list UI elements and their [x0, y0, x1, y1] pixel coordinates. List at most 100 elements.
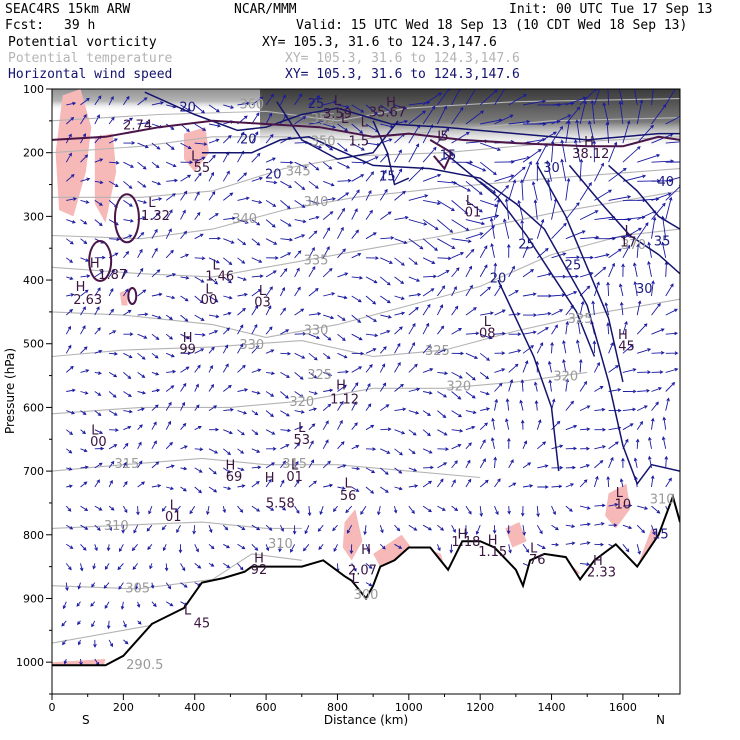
wind-vector: [594, 445, 607, 450]
wind-vector: [333, 544, 338, 553]
wind-vector: [265, 410, 274, 418]
wind-vector: [123, 409, 133, 414]
wind-vector: [66, 257, 74, 263]
wind-vector: [394, 168, 403, 182]
wind-vector: [137, 161, 147, 170]
isentrope-label: 310: [104, 519, 129, 534]
high-low-label: H: [76, 280, 86, 295]
wind-vector: [137, 312, 149, 317]
wind-vector: [106, 620, 111, 630]
wind-vector: [294, 161, 308, 169]
wind-vector: [66, 173, 75, 182]
wind-vector: [123, 481, 128, 488]
wind-vector: [365, 209, 373, 220]
wind-vector: [451, 410, 462, 418]
wind-vector: [251, 429, 259, 436]
high-low-label: 1.12: [330, 392, 359, 407]
wind-vector: [522, 345, 535, 354]
wind-vector: [80, 346, 88, 354]
wind-vector: [80, 177, 91, 182]
x-tick-label: 200: [113, 701, 134, 714]
wind-vector: [537, 272, 553, 278]
wind-vector: [537, 441, 547, 450]
wind-vector: [265, 326, 273, 335]
wind-vector: [550, 341, 554, 354]
wind-vector: [365, 189, 372, 201]
wind-vector: [437, 447, 450, 451]
wind-vector: [208, 467, 217, 475]
wind-vector: [465, 410, 477, 415]
wind-vector: [237, 505, 244, 513]
wind-vector: [265, 238, 278, 245]
wind-vector: [123, 200, 133, 207]
wind-vector: [104, 601, 110, 609]
wind-vector: [322, 161, 333, 170]
wind-vector: [165, 601, 174, 607]
wind-vector: [151, 180, 162, 186]
wind-vector: [465, 307, 477, 316]
wind-vector: [622, 389, 637, 394]
wind-vector: [165, 142, 175, 150]
wind-vector: [80, 505, 89, 512]
wind-vector: [437, 256, 452, 261]
wind-vector: [437, 524, 445, 531]
wind-vector: [76, 620, 81, 626]
wind-vector: [422, 92, 442, 106]
wind-vector: [194, 256, 206, 261]
wind-vector: [551, 542, 560, 547]
wind-vector: [349, 544, 354, 555]
wind-vector: [294, 308, 305, 316]
wind-vector: [251, 505, 261, 512]
wind-vector: [522, 137, 547, 144]
wind-vector: [506, 525, 511, 535]
wind-vector: [222, 151, 230, 163]
wind-vector: [208, 154, 216, 163]
high-low-label: 5.58: [266, 497, 295, 512]
wind-vector: [522, 544, 530, 553]
wind-vector: [194, 563, 202, 569]
wind-vector: [308, 423, 316, 431]
wind-vector: [636, 323, 648, 335]
wind-vector: [208, 138, 220, 144]
wind-vector: [194, 276, 205, 283]
high-low-label: 00: [90, 435, 107, 450]
high-low-label: 38.12: [572, 147, 609, 162]
wind-vector: [394, 311, 406, 316]
wind-vector: [351, 445, 360, 450]
wind-vector: [494, 505, 499, 516]
wind-vector: [323, 197, 336, 201]
wind-vector: [223, 563, 231, 569]
wind-vector: [61, 620, 67, 627]
wind-vector: [565, 524, 576, 529]
y-tick-label: 600: [23, 401, 44, 414]
high-low-label: H: [336, 378, 346, 393]
wind-vector: [451, 219, 470, 231]
wind-vector: [265, 133, 274, 144]
x-tick-label: 1000: [395, 701, 423, 714]
wind-vector: [565, 446, 578, 451]
wind-vector: [265, 93, 275, 106]
wind-vector: [465, 442, 472, 450]
wind-vector: [451, 106, 464, 125]
wind-vector: [322, 333, 332, 341]
wind-vector: [266, 180, 278, 185]
isentrope-label: 315: [115, 457, 140, 472]
wind-vector: [365, 582, 373, 587]
wind-vector: [332, 524, 338, 532]
wind-vector: [151, 404, 159, 411]
wind-vector: [94, 287, 101, 297]
wind-vector: [337, 226, 344, 239]
high-low-label: L: [437, 129, 445, 144]
wind-vector: [608, 502, 619, 507]
wind-vector: [533, 381, 538, 392]
wind-vector: [522, 525, 526, 536]
wind-vector: [123, 117, 134, 125]
wind-vector: [422, 257, 436, 264]
wind-vector: [337, 419, 343, 430]
wind-vector: [151, 292, 163, 297]
wind-vector: [108, 410, 118, 416]
wind-vector: [565, 120, 571, 144]
wind-vector: [537, 311, 552, 316]
wind-vector: [650, 417, 655, 430]
wind-vector: [363, 525, 367, 536]
